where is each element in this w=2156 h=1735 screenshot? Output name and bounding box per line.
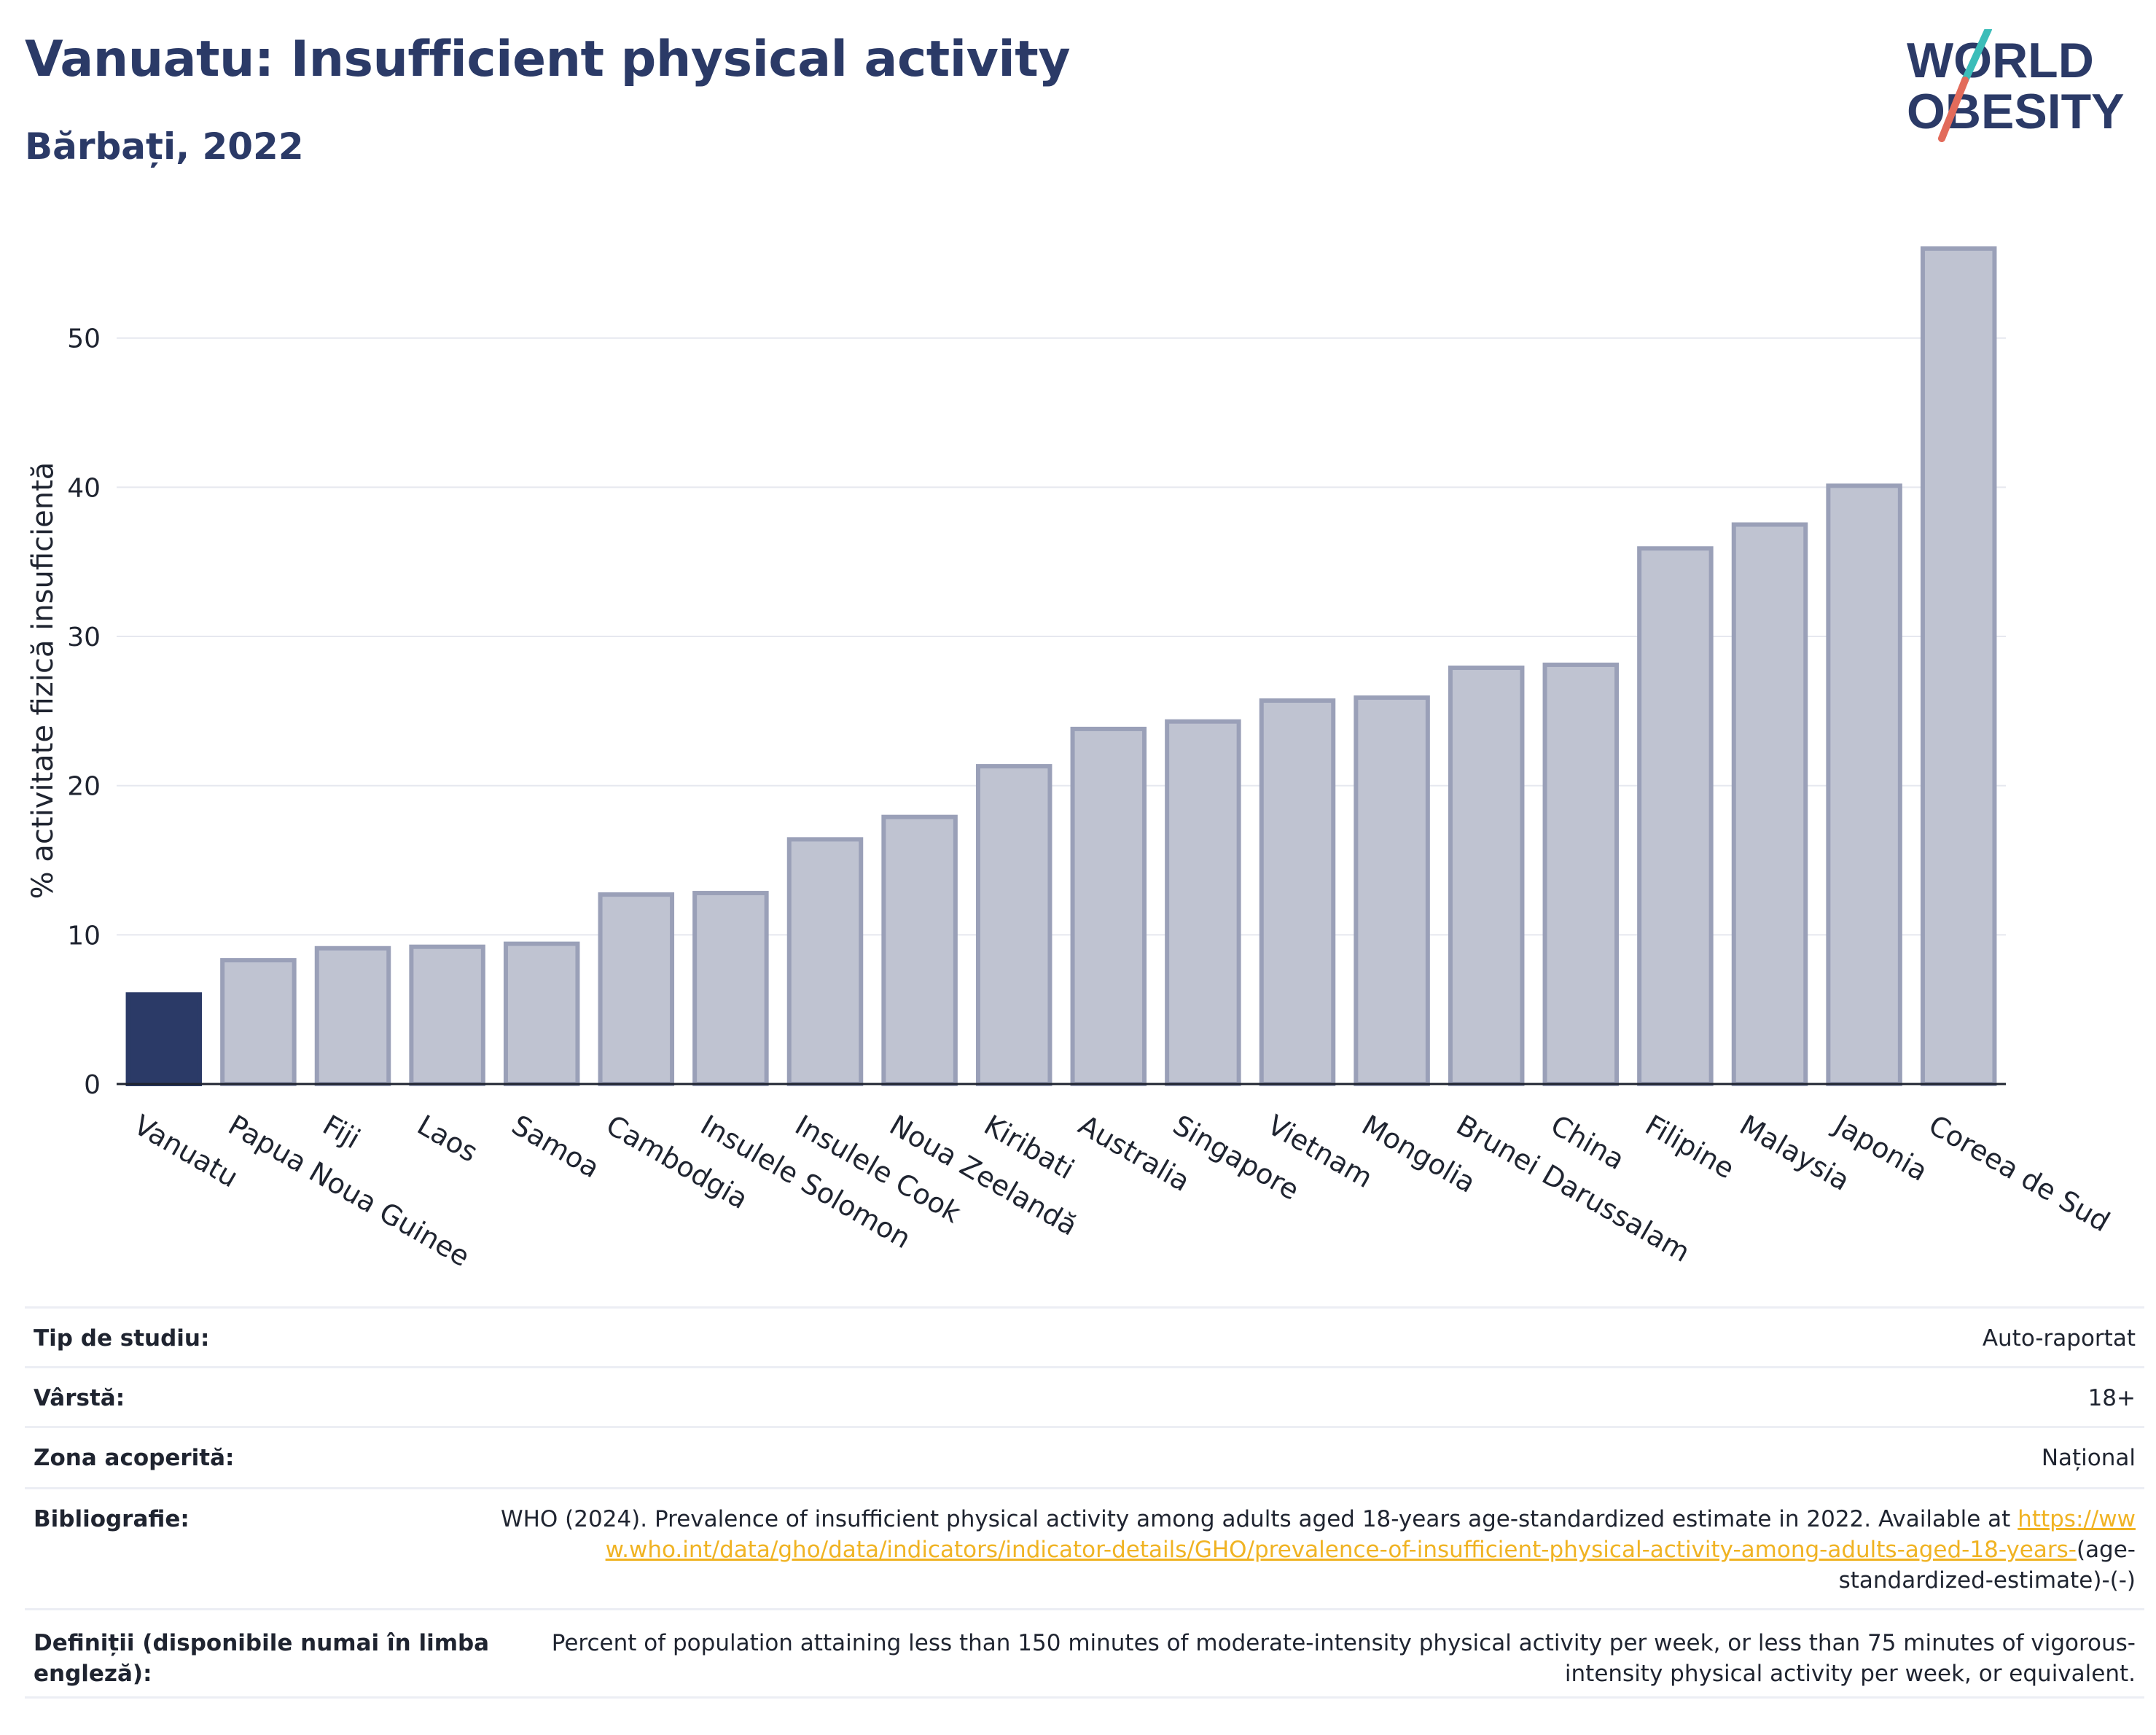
bar-papua-noua-guinee[interactable] (220, 958, 297, 1087)
bar-mongolia[interactable] (1354, 695, 1430, 1086)
age-value: 18+ (2087, 1385, 2136, 1411)
bar-kiribati[interactable] (975, 764, 1052, 1086)
x-tick-label-coreea-de-sud: Coreea de Sud (1923, 1109, 2115, 1238)
bar-china[interactable] (1542, 662, 1620, 1086)
bar-cambodgia[interactable] (598, 892, 675, 1086)
y-tick-label-40: 40 (67, 473, 101, 503)
info-row-coverage: Zona acoperită: Național (25, 1426, 2144, 1487)
bar-brunei-darussalam[interactable] (1448, 666, 1525, 1086)
coverage-label: Zona acoperită: (34, 1445, 235, 1471)
bibliography-value: WHO (2024). Prevalence of insufficient p… (500, 1504, 2144, 1596)
x-tick-label-vanuatu: Vanuatu (128, 1109, 243, 1193)
y-tick-label-30: 30 (67, 623, 101, 652)
y-tick-label-20: 20 (67, 772, 101, 802)
y-axis-title: % activitate fizică insuficientă (26, 462, 60, 900)
bar-chart: 0 10 20 30 40 50 % activitate fizică insuficie… (26, 246, 2115, 1273)
bar-insulele-cook[interactable] (786, 837, 864, 1086)
logo-slash-coral (1938, 77, 1969, 142)
info-row-study-type: Tip de studiu: Auto-raportat (25, 1306, 2144, 1366)
x-tick-label-laos: Laos (412, 1109, 483, 1169)
bar-japonia[interactable] (1826, 483, 1902, 1086)
chart-title: Vanuatu: Insufficient physical activity (25, 31, 1071, 88)
x-tick-label-samoa: Samoa (507, 1109, 605, 1185)
bibliography-text: WHO (2024). Prevalence of insufficient p… (500, 1506, 2011, 1532)
bar-australia[interactable] (1070, 726, 1147, 1087)
world-obesity-logo: WORLD OBESITY (1907, 29, 2125, 142)
bar-samoa[interactable] (503, 941, 580, 1086)
bar-vanuatu[interactable] (125, 992, 203, 1087)
study-type-value: Auto-raportat (1982, 1325, 2136, 1352)
age-label: Vârstă: (34, 1385, 125, 1411)
bibliography-label: Bibliografie: (34, 1506, 190, 1532)
bar-laos[interactable] (409, 944, 485, 1087)
bar-malaysia[interactable] (1731, 522, 1808, 1086)
study-type-label: Tip de studiu: (34, 1325, 210, 1352)
bar-coreea-de-sud[interactable] (1920, 246, 1997, 1086)
y-tick-label-10: 10 (67, 921, 101, 951)
info-row-definitions: Definiții (disponibile numai în limba en… (25, 1608, 2144, 1699)
logo-slash-teal (1961, 29, 1992, 84)
y-tick-label-50: 50 (67, 324, 101, 354)
coverage-value: Național (2041, 1445, 2136, 1471)
bibliography-link[interactable]: https://www.who.int/data/gho/data/indica… (605, 1506, 2136, 1563)
logo-line1: WORLD (1907, 33, 2094, 88)
bar-noua-zeelandă[interactable] (881, 814, 958, 1086)
grid-lines (117, 337, 2006, 936)
bar-insulele-solomon[interactable] (692, 891, 769, 1086)
chart-subtitle: Bărbați, 2022 (25, 125, 304, 168)
bar-singapore[interactable] (1165, 719, 1241, 1086)
bibliography-suffix: (age-standardized-estimate)-(-) (1838, 1537, 2136, 1594)
y-tick-label-0: 0 (84, 1070, 101, 1100)
bars (125, 246, 1997, 1087)
definitions-value: Percent of population attaining less tha… (551, 1630, 2136, 1687)
info-table: Tip de studiu: Auto-raportat Vârstă: 18+… (25, 1306, 2144, 1699)
x-tick-label-fiji: Fiji (318, 1109, 366, 1155)
axes: 0 10 20 30 40 50 % activitate fizică insuficie… (26, 324, 2006, 1100)
info-row-age: Vârstă: 18+ (25, 1366, 2144, 1426)
bar-fiji[interactable] (314, 946, 391, 1086)
bar-vietnam[interactable] (1259, 698, 1336, 1086)
bar-filipine[interactable] (1637, 546, 1714, 1086)
definitions-label: Definiții (disponibile numai în limba en… (34, 1630, 490, 1687)
x-tick-label-filipine: Filipine (1640, 1109, 1740, 1185)
info-row-bibliography: Bibliografie: WHO (2024). Prevalence of … (25, 1487, 2144, 1608)
